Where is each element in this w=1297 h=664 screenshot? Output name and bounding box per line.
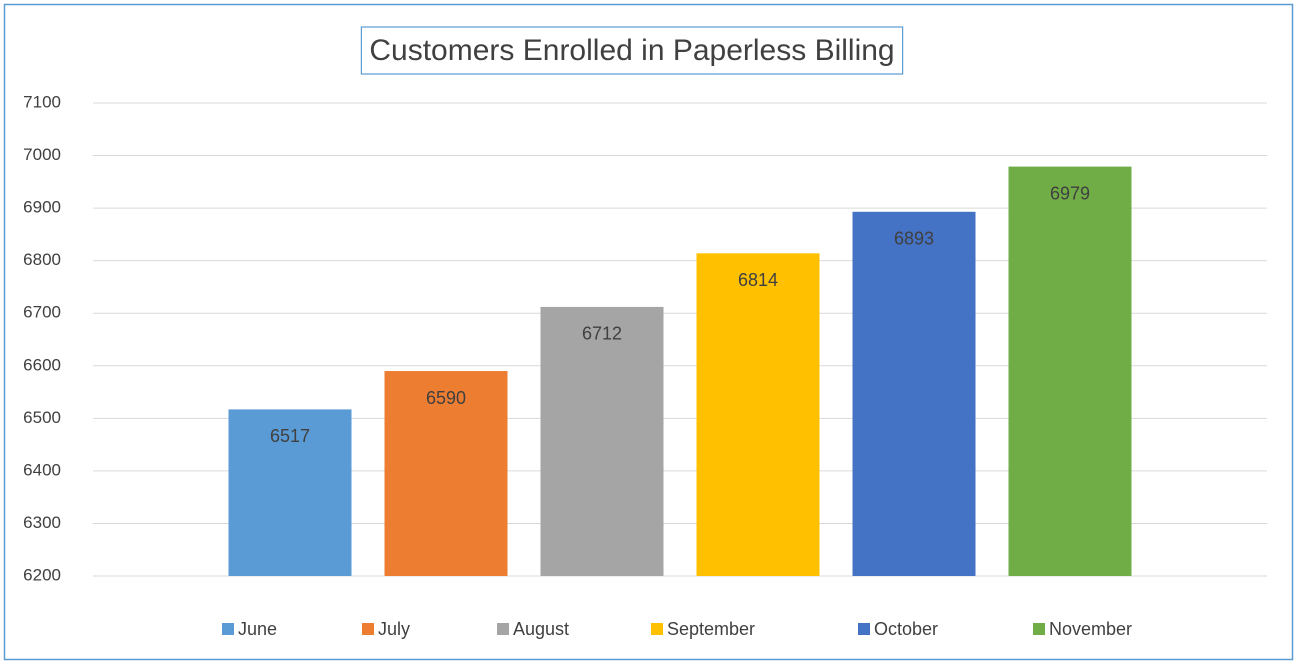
- y-tick-label: 6300: [23, 513, 61, 532]
- value-label: 6814: [738, 270, 778, 290]
- legend-label: October: [874, 619, 938, 639]
- legend-swatch: [1033, 623, 1045, 635]
- y-tick-label: 7000: [23, 145, 61, 164]
- y-tick-label: 6600: [23, 355, 61, 374]
- legend-label: August: [513, 619, 569, 639]
- legend-label: July: [378, 619, 410, 639]
- y-tick-label: 6800: [23, 250, 61, 269]
- legend-label: June: [238, 619, 277, 639]
- y-tick-label: 7100: [23, 92, 61, 111]
- legend-swatch: [858, 623, 870, 635]
- title-box: [360, 26, 904, 75]
- chart-title: Customers Enrolled in Paperless Billing: [369, 34, 894, 67]
- bar: [1008, 166, 1132, 576]
- legend-swatch: [651, 623, 663, 635]
- y-tick-label: 6900: [23, 198, 61, 217]
- bar: [384, 371, 508, 576]
- legend-swatch: [497, 623, 509, 635]
- y-tick-label: 6200: [23, 565, 61, 584]
- legend-label: November: [1049, 619, 1132, 639]
- legend-swatch: [222, 623, 234, 635]
- y-tick-label: 6700: [23, 303, 61, 322]
- bar: [540, 306, 664, 576]
- bar: [228, 409, 352, 576]
- value-label: 6517: [270, 426, 310, 446]
- legend-label: September: [667, 619, 755, 639]
- value-label: 6893: [894, 229, 934, 249]
- bar: [696, 253, 820, 576]
- legend-swatch: [362, 623, 374, 635]
- value-label: 6979: [1050, 183, 1090, 203]
- value-label: 6590: [426, 388, 466, 408]
- y-tick-label: 6400: [23, 460, 61, 479]
- value-label: 6712: [582, 324, 622, 344]
- bar: [852, 211, 976, 577]
- y-tick-label: 6500: [23, 408, 61, 427]
